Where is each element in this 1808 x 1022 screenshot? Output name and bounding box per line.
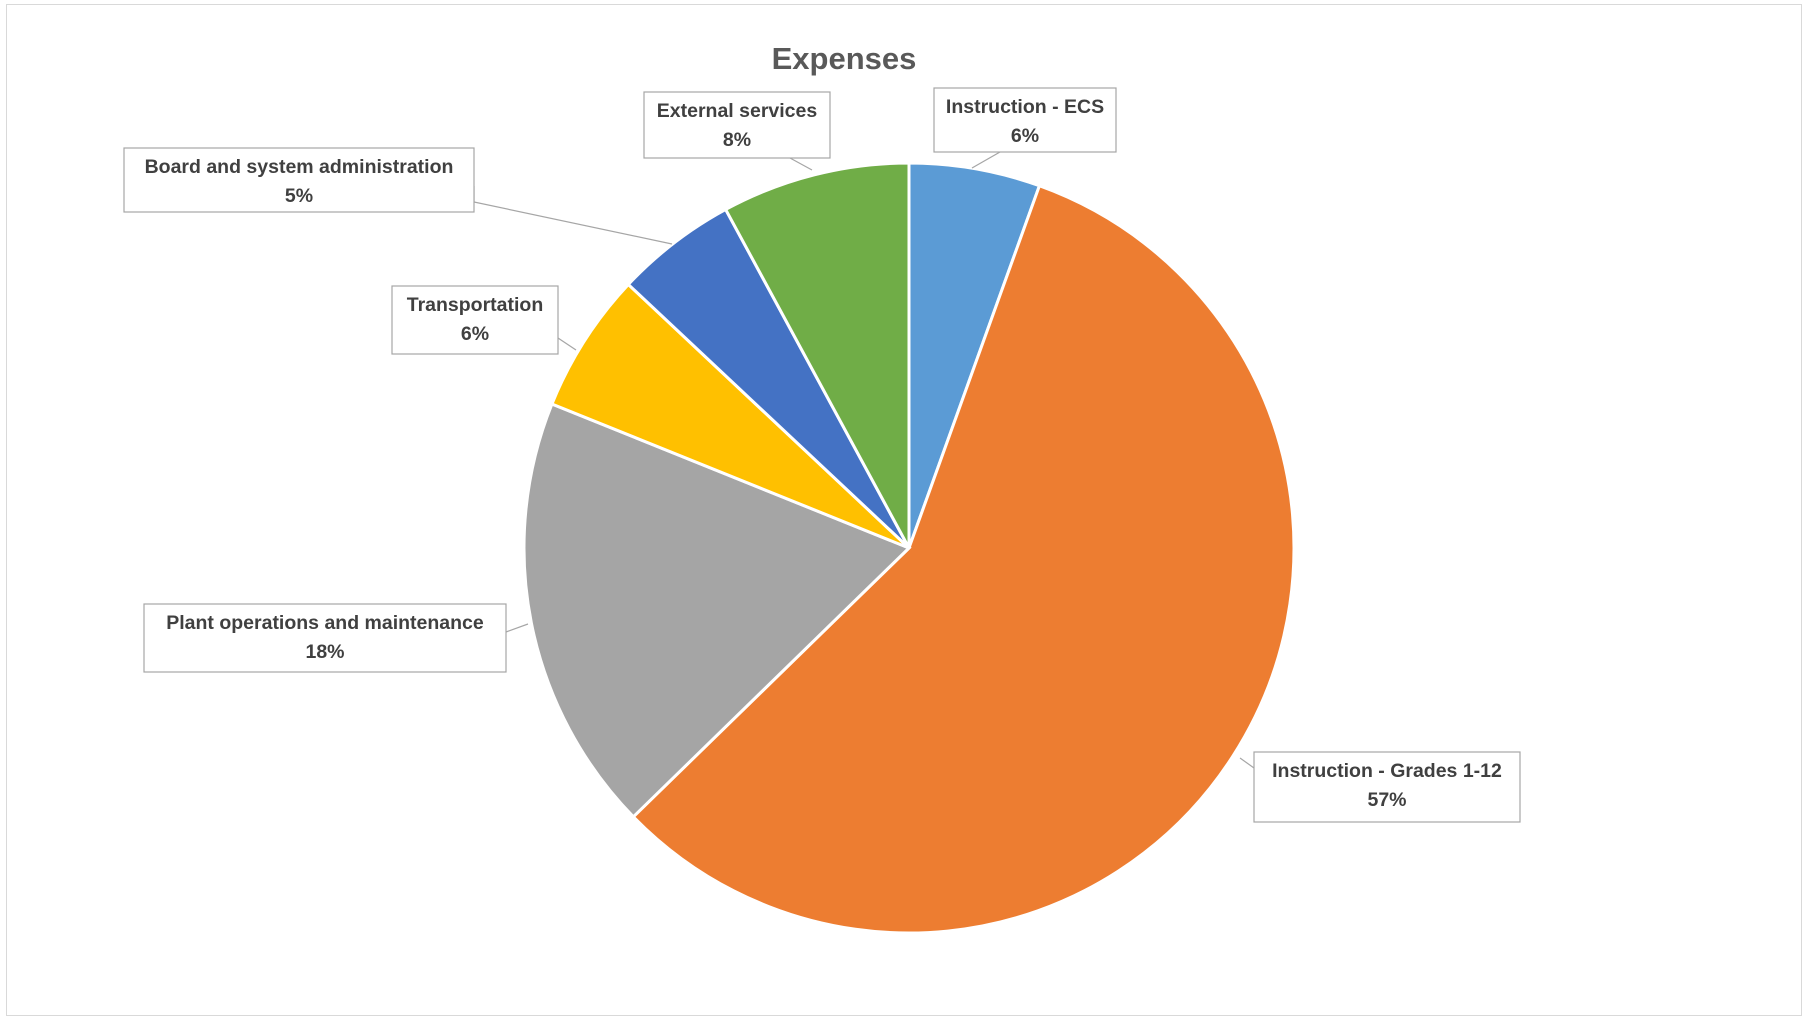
data-label-category: Instruction - Grades 1-12 — [1272, 760, 1502, 782]
data-label-box — [123, 147, 475, 213]
data-label-box — [643, 91, 831, 159]
data-label-percent: 18% — [305, 641, 344, 663]
data-label-box — [1253, 751, 1521, 823]
data-label-percent: 6% — [1011, 125, 1039, 147]
data-label-category: Plant operations and maintenance — [166, 612, 484, 634]
pie-slice-external-services — [723, 161, 911, 549]
data-label-transportation: Transportation 6% — [391, 285, 559, 355]
data-labels: Instruction - ECS 6% Instruction - Grades … — [123, 87, 1521, 823]
pie-slices — [522, 161, 1296, 935]
data-label-box — [933, 87, 1117, 153]
leader-line-board-and-system-administration — [473, 186, 673, 245]
leader-line-plant-operations-and-maintenance — [505, 623, 529, 633]
data-label-category: External services — [657, 100, 818, 122]
data-label-instruction-grades-1-12: Instruction - Grades 1-12 57% — [1253, 751, 1521, 823]
data-label-board-and-system-administration: Board and system administration 5% — [123, 147, 475, 213]
leader-line-external-services — [789, 157, 813, 171]
data-label-external-services: External services 8% — [643, 91, 831, 159]
data-label-instruction-ecs: Instruction - ECS 6% — [933, 87, 1117, 153]
data-label-percent: 6% — [461, 323, 489, 345]
data-label-percent: 57% — [1367, 789, 1406, 811]
leader-line-instruction-grades-1-12 — [1239, 757, 1255, 769]
chart-title: Expenses — [772, 41, 917, 76]
leader-line-transportation — [557, 337, 577, 351]
pie-slice-plant-operations-and-maintenance — [522, 402, 912, 819]
data-label-category: Board and system administration — [145, 156, 454, 178]
data-label-category: Instruction - ECS — [946, 96, 1104, 118]
pie-slice-transportation — [549, 282, 911, 550]
data-label-percent: 8% — [723, 129, 751, 151]
pie-slice-instruction-grades-1-12 — [631, 183, 1296, 935]
data-label-box — [391, 285, 559, 355]
leader-line-instruction-ecs — [971, 151, 1001, 169]
data-label-box — [143, 603, 507, 673]
data-label-plant-operations-and-maintenance: Plant operations and maintenance 18% — [143, 603, 507, 673]
pie-slice-instruction-ecs — [907, 161, 1042, 549]
data-label-category: Transportation — [407, 294, 544, 316]
data-label-percent: 5% — [285, 185, 313, 207]
